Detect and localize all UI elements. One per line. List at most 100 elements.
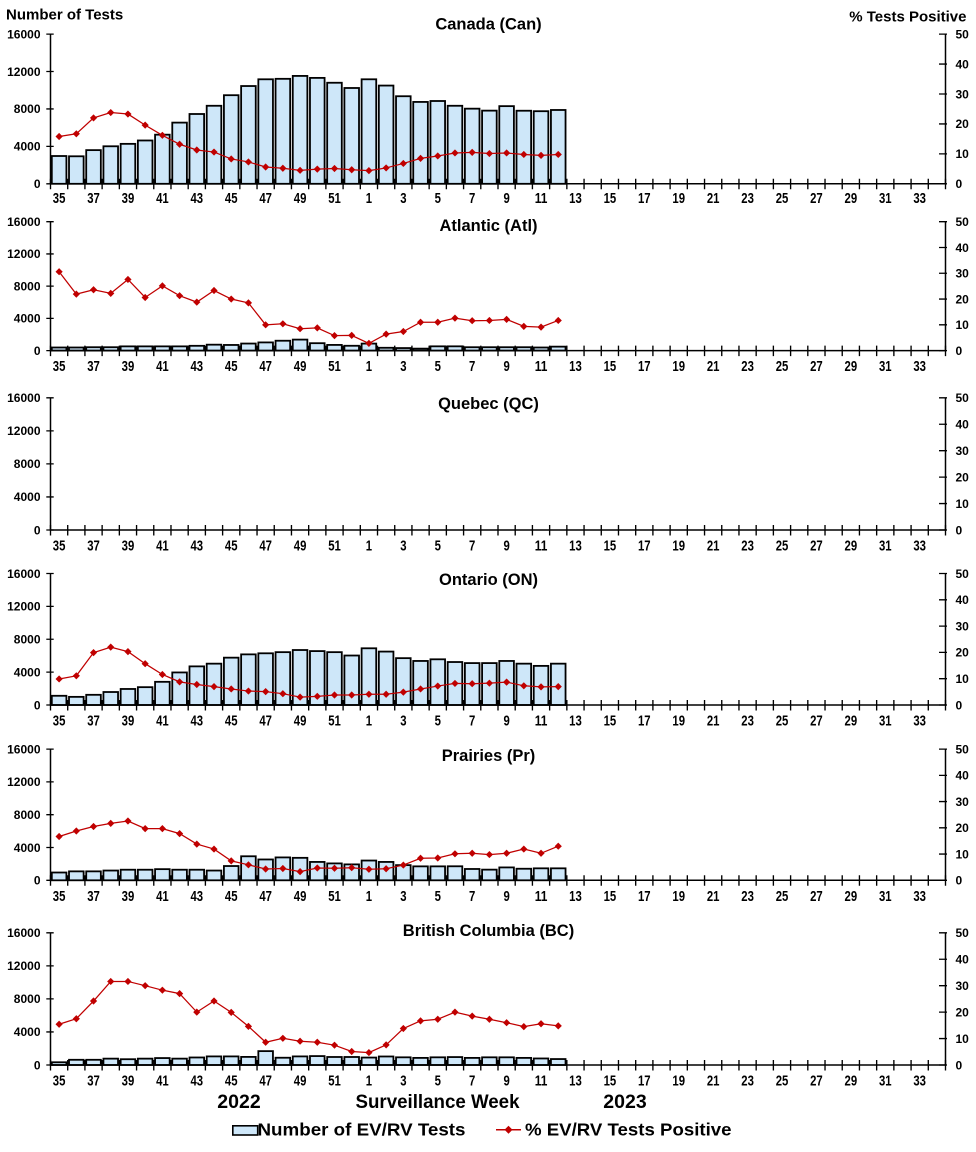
svg-text:37: 37 <box>87 1074 100 1090</box>
svg-text:40: 40 <box>956 241 970 255</box>
svg-text:41: 41 <box>156 191 169 207</box>
svg-text:45: 45 <box>225 1074 238 1090</box>
svg-text:27: 27 <box>810 359 823 375</box>
svg-text:5: 5 <box>435 539 441 555</box>
svg-text:3: 3 <box>400 539 406 555</box>
svg-text:50: 50 <box>956 742 970 756</box>
svg-text:11: 11 <box>535 359 548 375</box>
svg-text:51: 51 <box>328 539 341 555</box>
svg-text:37: 37 <box>87 191 100 207</box>
svg-text:13: 13 <box>569 359 582 375</box>
svg-text:Prairies (Pr): Prairies (Pr) <box>442 747 536 765</box>
svg-text:49: 49 <box>294 359 307 375</box>
svg-text:4000: 4000 <box>14 665 41 679</box>
svg-text:20: 20 <box>956 292 970 306</box>
svg-text:Atlantic (Atl): Atlantic (Atl) <box>439 217 537 235</box>
svg-text:Quebec (QC): Quebec (QC) <box>438 395 539 413</box>
svg-text:29: 29 <box>845 714 858 730</box>
svg-text:35: 35 <box>53 889 66 905</box>
svg-text:41: 41 <box>156 1074 169 1090</box>
svg-text:16000: 16000 <box>7 926 41 940</box>
svg-text:21: 21 <box>707 191 720 207</box>
svg-text:15: 15 <box>604 714 617 730</box>
svg-text:16000: 16000 <box>7 567 41 581</box>
svg-text:40: 40 <box>956 418 970 432</box>
svg-text:43: 43 <box>191 539 204 555</box>
svg-text:33: 33 <box>913 191 926 207</box>
svg-text:41: 41 <box>156 359 169 375</box>
svg-text:29: 29 <box>845 889 858 905</box>
svg-text:41: 41 <box>156 714 169 730</box>
svg-text:29: 29 <box>845 1074 858 1090</box>
svg-text:15: 15 <box>604 889 617 905</box>
svg-text:19: 19 <box>672 889 685 905</box>
svg-text:51: 51 <box>328 714 341 730</box>
svg-text:43: 43 <box>191 191 204 207</box>
svg-text:49: 49 <box>294 191 307 207</box>
svg-text:45: 45 <box>225 889 238 905</box>
svg-text:10: 10 <box>956 847 970 861</box>
svg-text:1: 1 <box>366 714 372 730</box>
svg-text:20: 20 <box>956 821 970 835</box>
svg-text:23: 23 <box>741 1074 754 1090</box>
svg-text:43: 43 <box>191 1074 204 1090</box>
svg-text:10: 10 <box>956 1032 970 1046</box>
svg-text:21: 21 <box>707 889 720 905</box>
svg-text:4000: 4000 <box>14 312 41 326</box>
svg-text:13: 13 <box>569 191 582 207</box>
svg-text:31: 31 <box>879 1074 892 1090</box>
svg-text:3: 3 <box>400 359 406 375</box>
svg-text:31: 31 <box>879 539 892 555</box>
svg-text:8000: 8000 <box>14 633 41 647</box>
svg-text:39: 39 <box>122 889 135 905</box>
svg-text:25: 25 <box>776 539 789 555</box>
svg-text:8000: 8000 <box>14 102 41 116</box>
svg-text:20: 20 <box>956 1005 970 1019</box>
svg-text:23: 23 <box>741 539 754 555</box>
svg-text:20: 20 <box>956 646 970 660</box>
svg-text:1: 1 <box>366 1074 372 1090</box>
svg-text:7: 7 <box>469 191 475 207</box>
svg-text:45: 45 <box>225 359 238 375</box>
svg-text:15: 15 <box>604 539 617 555</box>
svg-text:20: 20 <box>956 117 970 131</box>
svg-text:11: 11 <box>535 889 548 905</box>
svg-text:21: 21 <box>707 714 720 730</box>
svg-text:19: 19 <box>672 714 685 730</box>
svg-text:12000: 12000 <box>7 600 41 614</box>
svg-text:5: 5 <box>435 359 441 375</box>
svg-text:40: 40 <box>956 57 970 71</box>
svg-text:47: 47 <box>259 359 272 375</box>
svg-text:% EV/RV Tests Positive: % EV/RV Tests Positive <box>525 1120 732 1140</box>
svg-text:25: 25 <box>776 359 789 375</box>
svg-text:12000: 12000 <box>7 65 41 79</box>
svg-text:10: 10 <box>956 672 970 686</box>
svg-text:12000: 12000 <box>7 959 41 973</box>
svg-text:23: 23 <box>741 714 754 730</box>
svg-text:11: 11 <box>535 1074 548 1090</box>
svg-text:50: 50 <box>956 926 970 940</box>
svg-text:17: 17 <box>638 1074 651 1090</box>
svg-text:50: 50 <box>956 567 970 581</box>
svg-text:49: 49 <box>294 1074 307 1090</box>
svg-text:20: 20 <box>956 470 970 484</box>
svg-text:30: 30 <box>956 619 970 633</box>
svg-text:23: 23 <box>741 889 754 905</box>
svg-text:9: 9 <box>503 359 509 375</box>
svg-text:11: 11 <box>535 539 548 555</box>
svg-text:29: 29 <box>845 359 858 375</box>
svg-text:37: 37 <box>87 889 100 905</box>
svg-text:51: 51 <box>328 1074 341 1090</box>
svg-text:23: 23 <box>741 191 754 207</box>
svg-text:50: 50 <box>956 215 970 229</box>
svg-text:11: 11 <box>535 714 548 730</box>
svg-text:30: 30 <box>956 444 970 458</box>
svg-text:51: 51 <box>328 191 341 207</box>
svg-text:30: 30 <box>956 979 970 993</box>
svg-text:27: 27 <box>810 889 823 905</box>
svg-text:39: 39 <box>122 539 135 555</box>
svg-text:13: 13 <box>569 539 582 555</box>
svg-text:21: 21 <box>707 1074 720 1090</box>
svg-text:11: 11 <box>535 191 548 207</box>
svg-text:4000: 4000 <box>14 841 41 855</box>
